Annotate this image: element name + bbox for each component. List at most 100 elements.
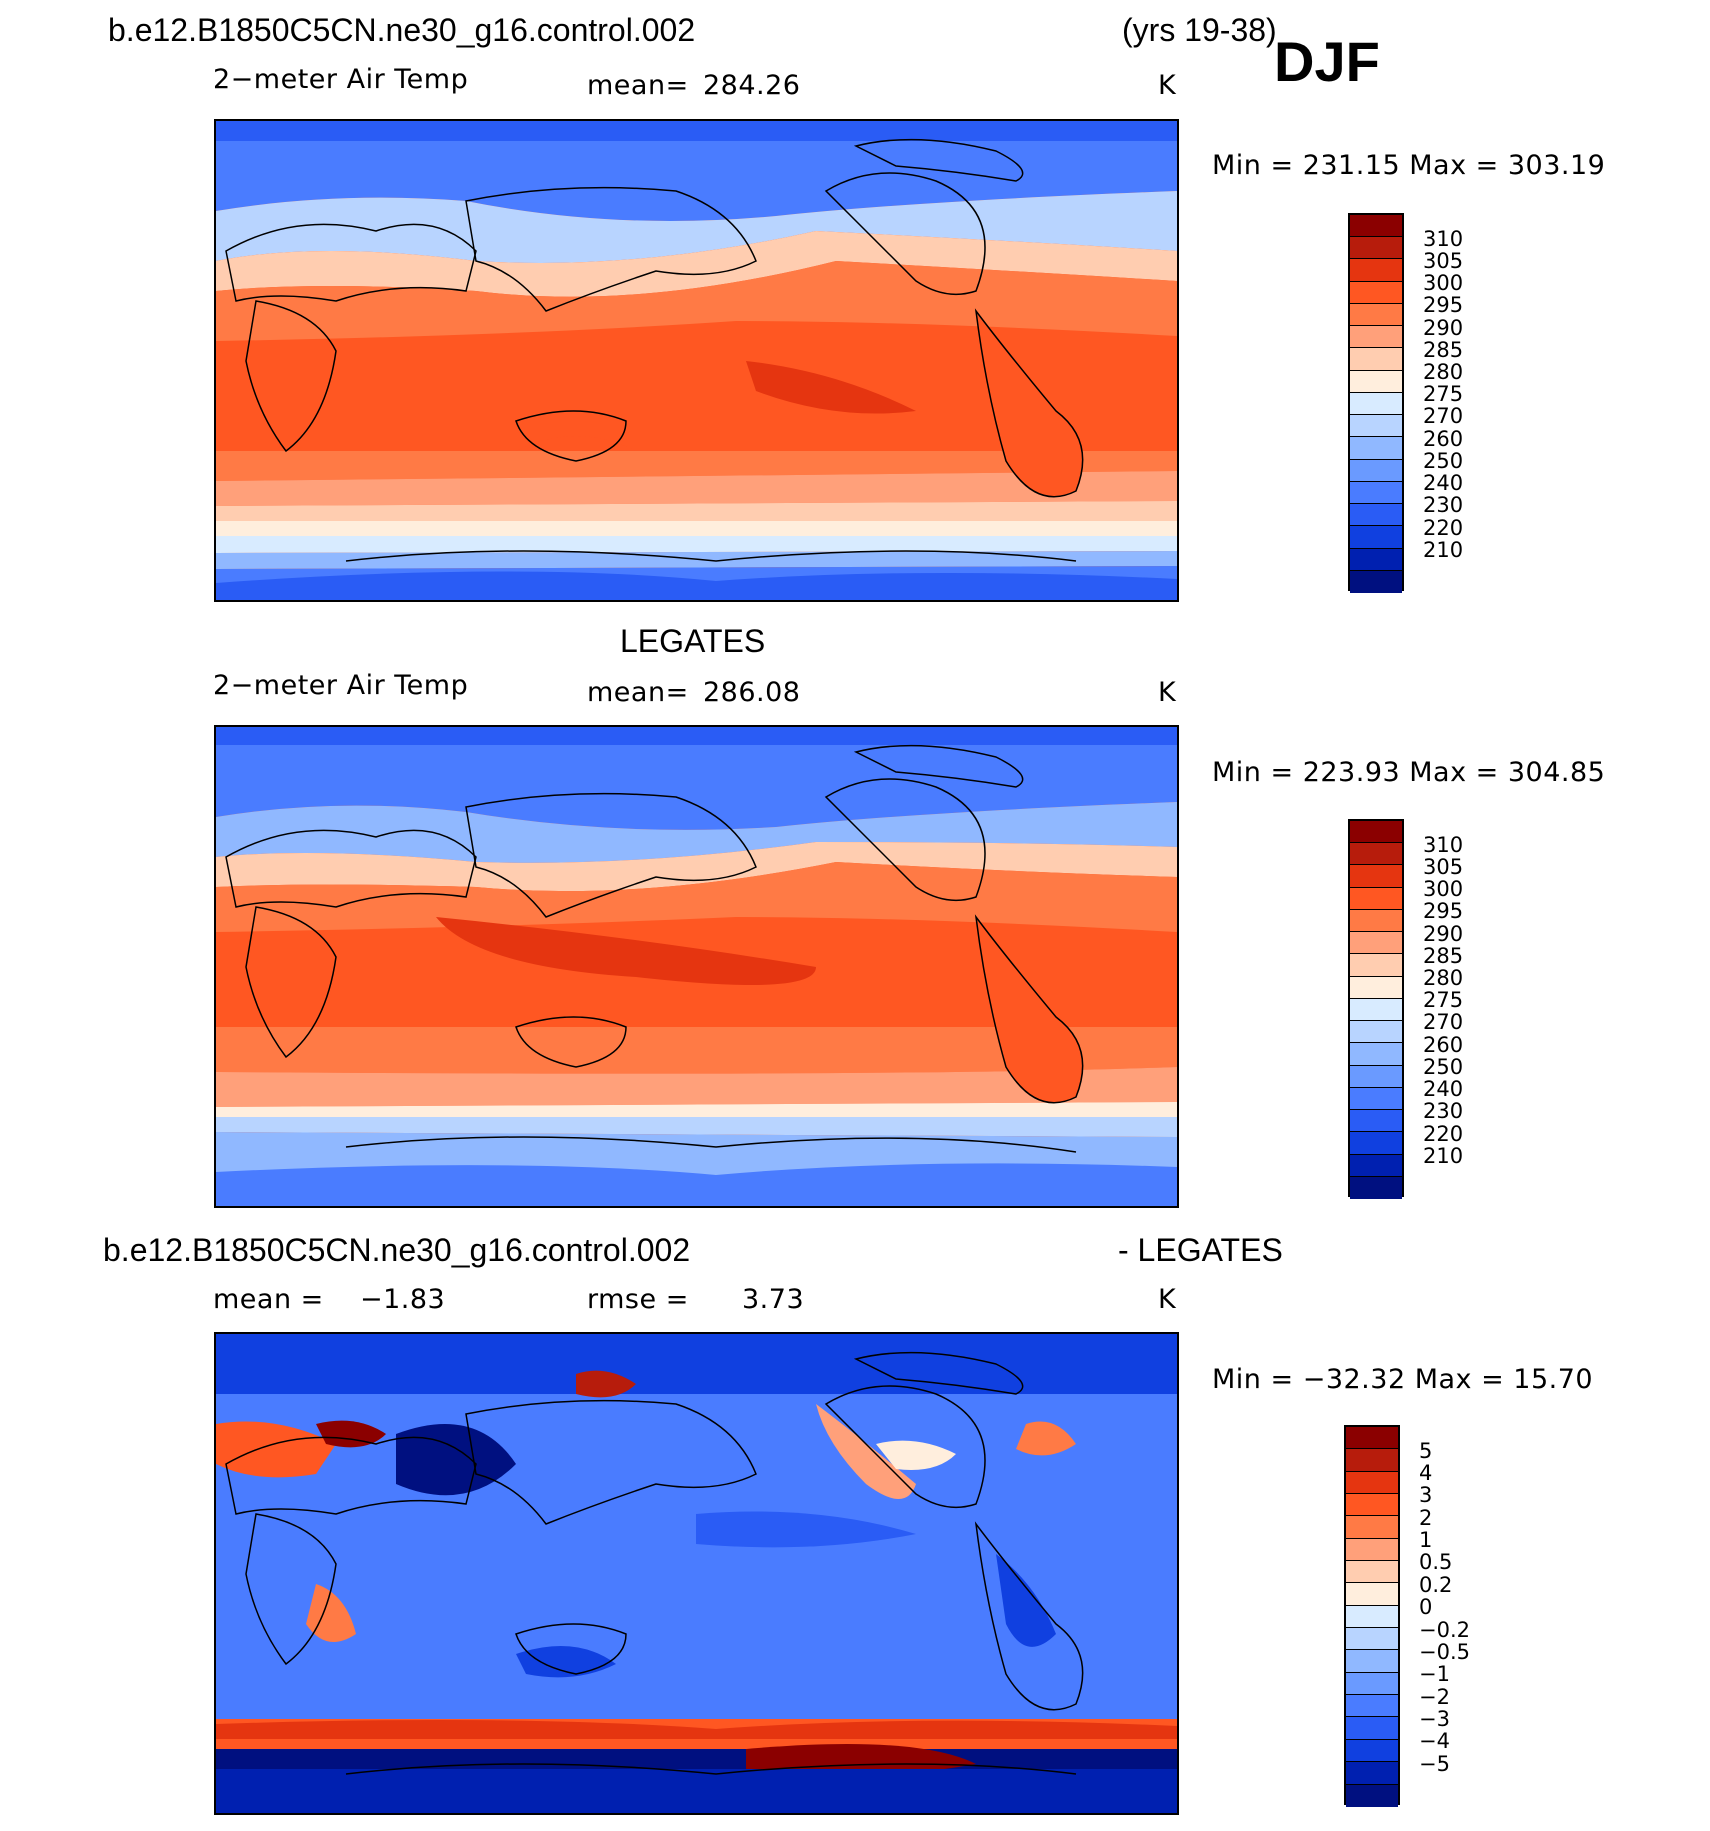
colorbar-level-label: 275 [1423, 382, 1464, 407]
panel3-mean-label: mean = [213, 1284, 324, 1315]
panel3-colorbar [1344, 1425, 1400, 1807]
panel1-mean-value: 284.26 [703, 70, 801, 101]
colorbar-level-label: −0.2 [1419, 1617, 1470, 1642]
colorbar-swatch [1350, 303, 1402, 327]
colorbar-swatch [1346, 1695, 1398, 1718]
colorbar-swatch [1350, 526, 1402, 549]
colorbar-swatch [1350, 1110, 1402, 1133]
colorbar-level-label: 285 [1423, 943, 1464, 968]
colorbar-swatch [1350, 1087, 1402, 1111]
colorbar-swatch [1346, 1583, 1398, 1606]
colorbar-swatch [1350, 909, 1402, 933]
colorbar-swatch [1350, 887, 1402, 910]
colorbar-level-label: −2 [1419, 1684, 1450, 1709]
colorbar-level-label: 280 [1423, 965, 1464, 990]
colorbar-level-label: 5 [1419, 1438, 1433, 1463]
panel2-temperature-field [216, 727, 1177, 1206]
season-label: DJF [1274, 30, 1380, 93]
case-title: b.e12.B1850C5CN.ne30_g16.control.002 [108, 12, 696, 48]
panel3-map [214, 1332, 1179, 1815]
colorbar-swatch [1346, 1494, 1398, 1517]
colorbar-swatch [1350, 392, 1402, 416]
colorbar-swatch [1350, 954, 1402, 977]
colorbar-swatch [1350, 932, 1402, 955]
colorbar-level-label: 0.2 [1419, 1572, 1453, 1597]
colorbar-level-label: 210 [1423, 537, 1464, 562]
colorbar-level-label: 4 [1419, 1461, 1433, 1486]
colorbar-level-label: 295 [1423, 293, 1464, 318]
panel1-colorbar [1348, 213, 1404, 593]
colorbar-swatch [1350, 259, 1402, 282]
colorbar-level-label: 2 [1419, 1505, 1433, 1530]
colorbar-swatch [1350, 326, 1402, 349]
colorbar-level-label: −3 [1419, 1706, 1450, 1731]
colorbar-level-label: 210 [1423, 1143, 1464, 1168]
panel2-units: K [1158, 677, 1177, 708]
colorbar-level-label: −4 [1419, 1729, 1450, 1754]
panel3-rmse-value: 3.73 [742, 1284, 805, 1315]
colorbar-swatch [1350, 1154, 1402, 1177]
panel3-minmax: Min = −32.32 Max = 15.70 [1212, 1364, 1594, 1395]
colorbar-level-label: 285 [1423, 337, 1464, 362]
panel2-minmax: Min = 223.93 Max = 304.85 [1212, 757, 1606, 788]
colorbar-swatch [1346, 1516, 1398, 1539]
panel3-units: K [1158, 1284, 1177, 1315]
colorbar-level-label: 275 [1423, 988, 1464, 1013]
panel3-mean-value: −1.83 [360, 1284, 446, 1315]
colorbar-swatch [1350, 237, 1402, 260]
colorbar-level-label: 280 [1423, 359, 1464, 384]
panel3-title-right: - LEGATES [1118, 1232, 1283, 1268]
colorbar-swatch [1346, 1650, 1398, 1673]
colorbar-swatch [1350, 865, 1402, 888]
colorbar-swatch [1350, 437, 1402, 460]
panel2-title: LEGATES [620, 623, 766, 659]
panel2-colorbar [1348, 819, 1404, 1199]
panel1-minmax: Min = 231.15 Max = 303.19 [1212, 150, 1606, 181]
colorbar-level-label: −1 [1419, 1662, 1450, 1687]
panel1-units: K [1158, 70, 1177, 101]
colorbar-swatch [1350, 1021, 1402, 1044]
colorbar-level-label: 250 [1423, 448, 1464, 473]
panel1-temperature-field [216, 121, 1177, 600]
colorbar-swatch [1346, 1538, 1398, 1562]
colorbar-level-label: 290 [1423, 315, 1464, 340]
colorbar-swatch [1346, 1672, 1398, 1696]
colorbar-swatch [1346, 1784, 1398, 1807]
colorbar-level-label: 240 [1423, 1077, 1464, 1102]
colorbar-swatch [1350, 821, 1402, 844]
colorbar-level-label: 310 [1423, 226, 1464, 251]
colorbar-swatch [1346, 1717, 1398, 1740]
colorbar-level-label: 290 [1423, 921, 1464, 946]
colorbar-swatch [1350, 1132, 1402, 1155]
colorbar-swatch [1350, 998, 1402, 1022]
panel1-map [214, 119, 1179, 602]
colorbar-level-label: 0.5 [1419, 1550, 1453, 1575]
panel3-difference-field [216, 1334, 1177, 1813]
panel3-rmse-label: rmse = [587, 1284, 689, 1315]
colorbar-swatch [1350, 481, 1402, 505]
colorbar-level-label: 1 [1419, 1528, 1433, 1553]
colorbar-swatch [1346, 1471, 1398, 1495]
panel1-mean-label: mean= [587, 70, 689, 101]
colorbar-swatch [1350, 976, 1402, 999]
colorbar-level-label: 230 [1423, 1099, 1464, 1124]
colorbar-level-label: 240 [1423, 471, 1464, 496]
colorbar-level-label: 270 [1423, 1010, 1464, 1035]
panel3-title-left: b.e12.B1850C5CN.ne30_g16.control.002 [103, 1232, 691, 1268]
colorbar-swatch [1350, 459, 1402, 482]
panel1-variable: 2−meter Air Temp [213, 64, 469, 95]
colorbar-swatch [1350, 281, 1402, 304]
colorbar-level-label: 0 [1419, 1595, 1433, 1620]
colorbar-level-label: 310 [1423, 832, 1464, 857]
colorbar-level-label: 270 [1423, 404, 1464, 429]
panel2-map [214, 725, 1179, 1208]
colorbar-level-label: 220 [1423, 1121, 1464, 1146]
colorbar-swatch [1350, 1065, 1402, 1088]
colorbar-swatch [1346, 1605, 1398, 1629]
colorbar-level-label: 305 [1423, 248, 1464, 273]
panel2-mean-label: mean= [587, 677, 689, 708]
colorbar-swatch [1350, 215, 1402, 238]
colorbar-level-label: 220 [1423, 515, 1464, 540]
colorbar-swatch [1350, 415, 1402, 438]
colorbar-swatch [1346, 1762, 1398, 1785]
